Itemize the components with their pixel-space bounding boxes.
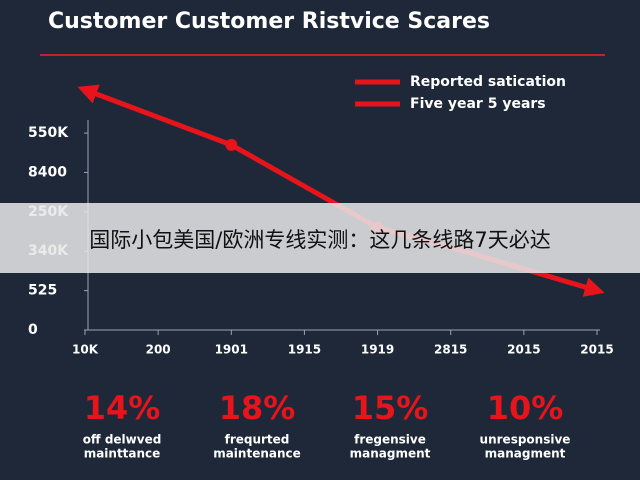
stat-caption: frequrted (225, 433, 290, 447)
banner-text: 国际小包美国/欧洲专线实测：这几条线路7天必达 (89, 228, 550, 252)
stat-caption: maintenance (213, 447, 301, 461)
stat-caption: managment (350, 447, 431, 461)
chart-title: Customer Customer Ristvice Scares (48, 9, 490, 34)
stat-caption: managment (485, 447, 566, 461)
x-tick-label: 200 (146, 343, 171, 357)
x-tick-label: 1919 (361, 343, 394, 357)
data-point (225, 138, 238, 151)
legend-label: Five year 5 years (410, 96, 546, 112)
x-tick-label: 2015 (580, 343, 613, 357)
y-tick-label: 0 (28, 322, 38, 338)
stat-figure: 14% (84, 389, 161, 427)
stat-caption: fregensive (354, 433, 426, 447)
stat-caption: mainttance (84, 447, 161, 461)
legend-label: Reported satication (410, 74, 566, 90)
stat-figure: 18% (219, 389, 296, 427)
y-tick-label: 550K (28, 125, 69, 141)
banner-band (0, 203, 640, 273)
x-tick-label: 1901 (215, 343, 248, 357)
x-tick-label: 1915 (288, 343, 321, 357)
x-tick-label: 10K (72, 343, 99, 357)
x-tick-label: 2815 (434, 343, 467, 357)
stat-figure: 10% (487, 389, 564, 427)
x-tick-label: 2015 (507, 343, 540, 357)
stat-figure: 15% (352, 389, 429, 427)
stat-caption: off delwved (83, 433, 162, 447)
y-tick-label: 8400 (28, 164, 67, 180)
y-tick-label: 525 (28, 283, 57, 299)
stat-caption: unresponsive (480, 433, 571, 447)
